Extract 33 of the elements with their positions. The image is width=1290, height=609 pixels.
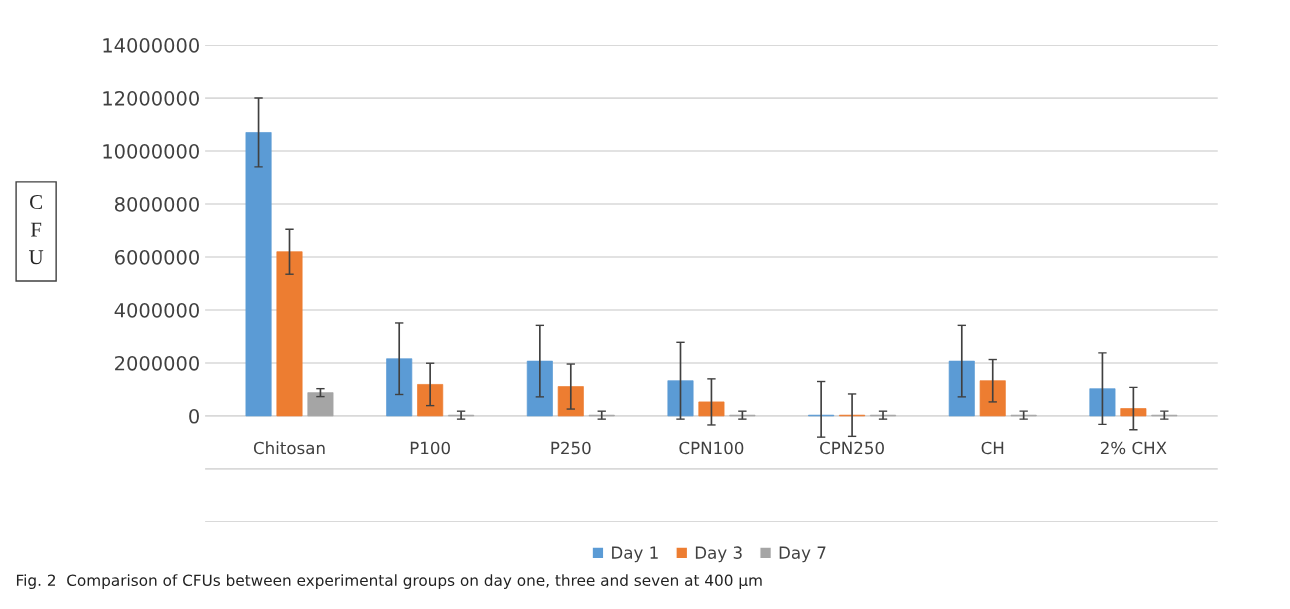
y-tick-label: 0 [189, 408, 199, 424]
bar [417, 384, 444, 417]
bar [1120, 408, 1147, 417]
bar [979, 380, 1006, 417]
bar [698, 401, 725, 417]
legend-label: Day 3 [695, 546, 742, 563]
bar [526, 360, 553, 417]
bar [307, 392, 334, 417]
y-tick-label: 2000000 [115, 355, 199, 371]
x-tick-label: P100 [410, 441, 450, 455]
y-tick-label: 14000000 [103, 38, 199, 53]
x-tick-label: P250 [551, 441, 591, 455]
bar [386, 358, 413, 417]
bar [667, 380, 694, 417]
bar [276, 251, 303, 417]
legend-label: Day 1 [612, 546, 658, 563]
bar [1089, 388, 1116, 417]
x-tick-label: CPN250 [820, 441, 884, 455]
y-tick-label: 10000000 [103, 143, 199, 159]
y-tick-label: 4000000 [114, 302, 199, 318]
bar [557, 386, 584, 417]
x-tick-label: Chitosan [253, 441, 325, 455]
y-axis-title: CFU [29, 195, 44, 265]
caption: Fig. 2 Comparison of CFUs between experimental groups on day one, three and seven at 400 μm [16, 574, 762, 589]
y-tick-label: 8000000 [114, 196, 199, 212]
bar [245, 132, 272, 417]
y-tick-label: 12000000 [103, 91, 199, 106]
x-tick-label: CPN100 [679, 441, 744, 455]
bar [948, 360, 975, 417]
y-tick-label: 6000000 [115, 249, 199, 265]
x-tick-label: 2% CHX [1100, 441, 1167, 455]
x-tick-label: CH [981, 441, 1004, 455]
legend-label: Day 7 [779, 546, 826, 563]
